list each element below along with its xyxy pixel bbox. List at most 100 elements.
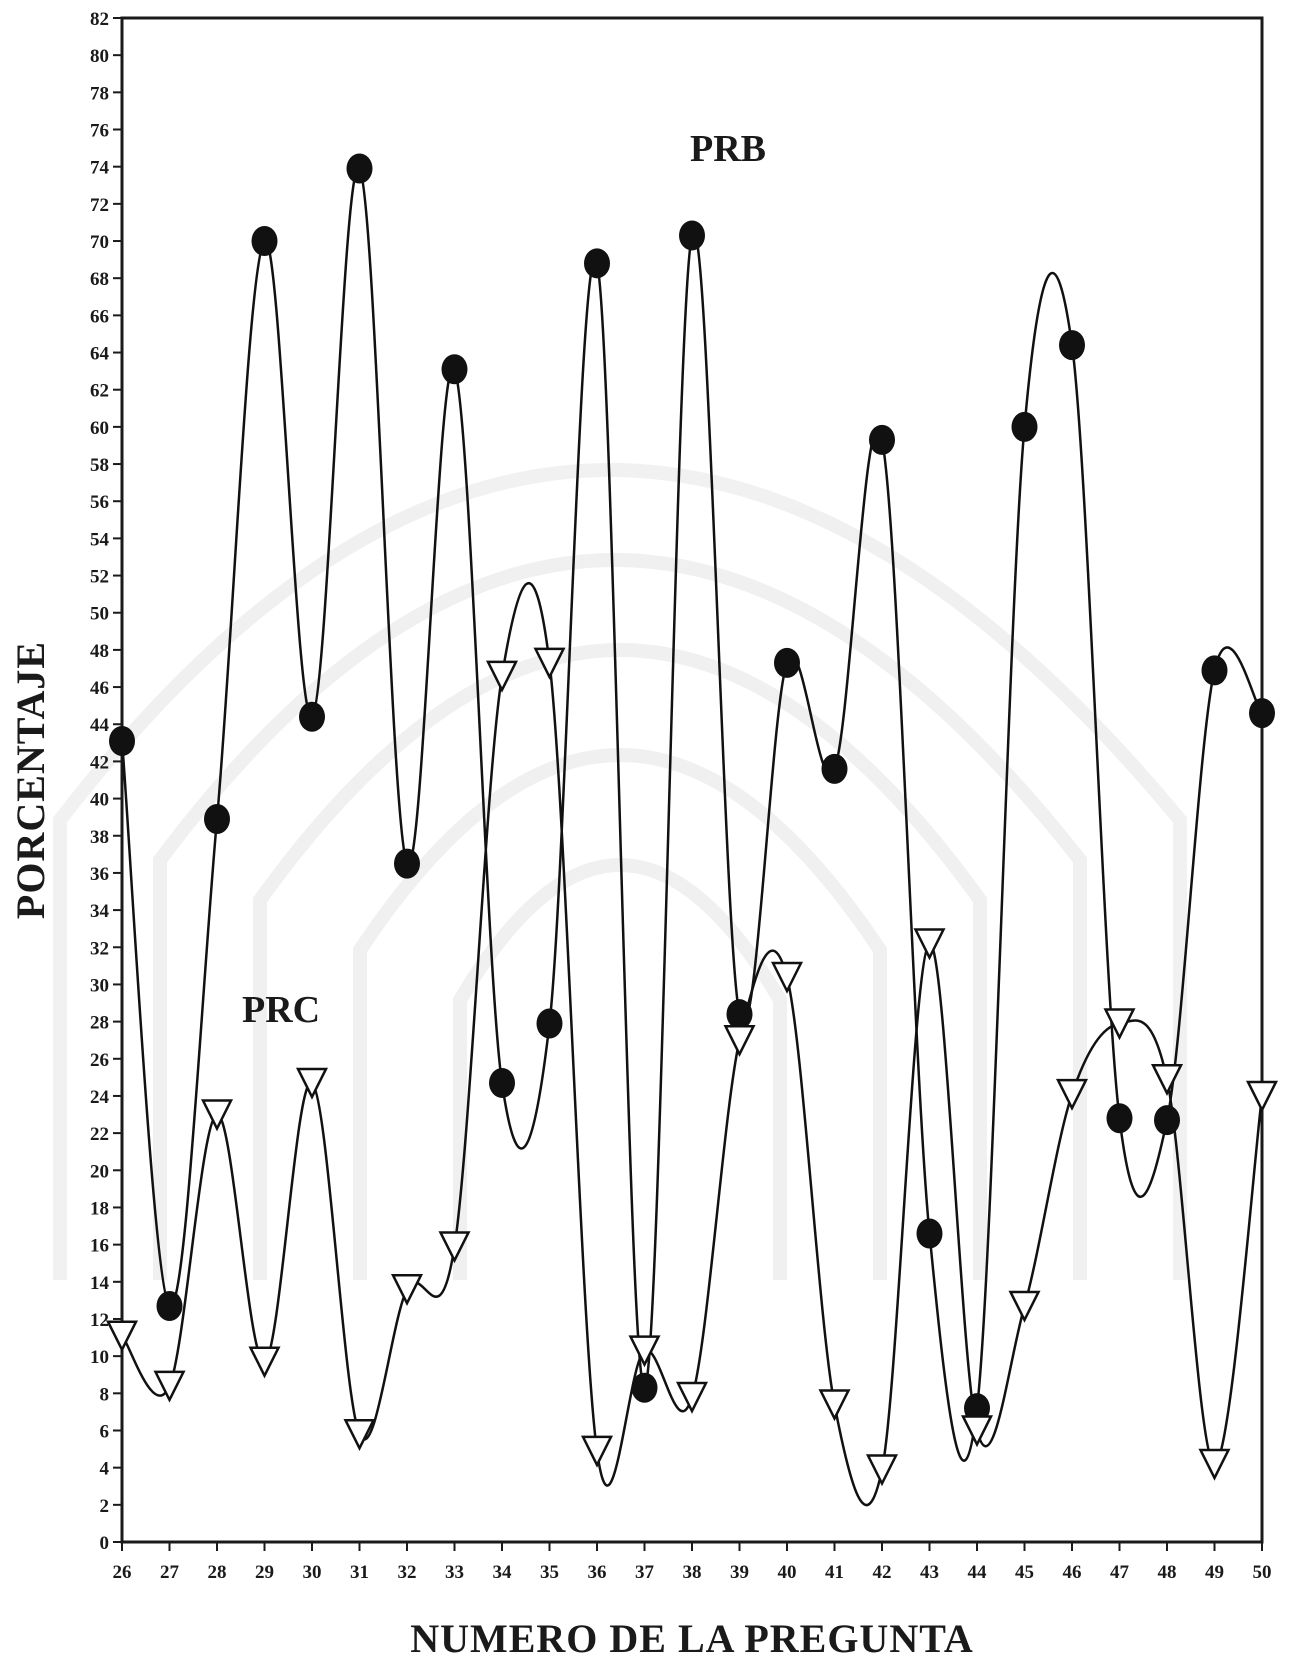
x-tick-label: 41: [825, 1562, 844, 1583]
data-point-prb: [1059, 330, 1085, 361]
x-tick-label: 28: [208, 1562, 227, 1583]
y-tick-label: 54: [90, 529, 110, 550]
y-tick-label: 50: [90, 604, 109, 625]
data-point-prc: [200, 1099, 234, 1132]
x-tick-label: 49: [1205, 1562, 1224, 1583]
data-point-prb: [251, 226, 278, 257]
y-tick-label: 78: [90, 83, 109, 104]
x-tick-label: 40: [778, 1562, 797, 1583]
data-point-prb: [441, 354, 468, 385]
data-point-prc: [913, 928, 946, 961]
x-tick-label: 43: [920, 1562, 939, 1583]
y-tick-label: 14: [90, 1273, 110, 1294]
y-tick-label: 34: [90, 901, 110, 922]
x-tick-label: 35: [540, 1562, 559, 1583]
series-line-prb: [120, 167, 1264, 1462]
y-tick-label: 64: [90, 344, 110, 365]
data-point-prc: [770, 961, 804, 994]
x-tick-label: 48: [1158, 1562, 1177, 1583]
y-tick-label: 70: [90, 232, 109, 253]
y-tick-label: 16: [90, 1236, 109, 1257]
series-line-prc: [120, 582, 1264, 1507]
data-point-prc: [1150, 1063, 1184, 1097]
data-point-prb: [1011, 411, 1038, 442]
data-point-prc: [818, 1389, 851, 1422]
y-axis: 0246810121416182022242628303234363840424…: [90, 9, 122, 1554]
x-tick-label: 30: [303, 1562, 322, 1583]
y-tick-label: 72: [90, 195, 109, 216]
data-point-prc: [248, 1346, 281, 1379]
y-tick-label: 26: [90, 1050, 109, 1071]
y-tick-label: 24: [90, 1087, 110, 1108]
y-tick-label: 2: [100, 1496, 110, 1517]
data-point-prc: [675, 1381, 709, 1414]
x-tick-label: 31: [350, 1562, 369, 1583]
data-point-prb: [489, 1067, 515, 1098]
x-tick-label: 44: [968, 1562, 988, 1583]
data-point-prc: [1008, 1290, 1041, 1323]
data-point-prc: [960, 1415, 994, 1448]
data-point-prb: [869, 424, 895, 455]
y-tick-label: 82: [90, 9, 109, 30]
x-tick-label: 37: [635, 1562, 655, 1583]
x-tick-label: 39: [730, 1562, 749, 1583]
data-point-prb: [584, 248, 610, 279]
series-lines: [120, 167, 1264, 1507]
y-tick-label: 22: [90, 1124, 109, 1145]
data-point-prc: [580, 1435, 614, 1468]
y-tick-label: 18: [90, 1198, 109, 1219]
y-tick-label: 44: [90, 715, 110, 736]
x-tick-label: 50: [1253, 1562, 1272, 1583]
data-point-prb: [631, 1372, 658, 1403]
data-point-prc: [438, 1231, 471, 1264]
y-tick-label: 0: [100, 1533, 110, 1554]
data-point-prb: [536, 1008, 563, 1039]
y-tick-label: 28: [90, 1013, 109, 1034]
series-label-prc: PRC: [242, 989, 320, 1031]
y-tick-label: 76: [90, 121, 109, 142]
data-point-prb: [1154, 1105, 1180, 1136]
data-point-prc: [485, 660, 519, 693]
data-point-prc: [628, 1335, 661, 1368]
y-tick-label: 66: [90, 306, 109, 327]
data-point-prc: [1103, 1008, 1136, 1041]
y-tick-label: 12: [90, 1310, 109, 1331]
y-tick-label: 4: [100, 1459, 110, 1480]
data-point-prc: [533, 647, 566, 680]
y-tick-label: 6: [100, 1421, 110, 1442]
data-point-prb: [1249, 698, 1275, 729]
data-point-prb: [394, 848, 420, 879]
y-tick-label: 48: [90, 641, 109, 662]
data-point-prc: [295, 1067, 329, 1100]
x-tick-label: 34: [493, 1562, 513, 1583]
x-axis: 26 27 28 29 30 31 32 33 34 35 36 37 38 39 40 41 42 43 44 45…: [113, 1542, 1272, 1583]
x-tick-label: 46: [1063, 1562, 1082, 1583]
data-point-prc: [343, 1418, 376, 1451]
data-point-prb: [774, 647, 800, 678]
y-tick-label: 30: [90, 975, 109, 996]
data-point-prb: [299, 701, 325, 732]
data-point-prb: [346, 153, 373, 184]
y-tick-label: 60: [90, 418, 109, 439]
data-point-prb: [916, 1218, 943, 1249]
x-tick-label: 47: [1110, 1562, 1130, 1583]
y-tick-label: 74: [90, 158, 110, 179]
y-tick-label: 40: [90, 790, 109, 811]
y-tick-label: 10: [90, 1347, 109, 1368]
data-point-prc: [1055, 1078, 1089, 1111]
data-point-prb: [156, 1290, 183, 1321]
data-point-prc: [723, 1024, 756, 1057]
data-point-prc: [153, 1370, 186, 1403]
y-tick-label: 58: [90, 455, 109, 476]
y-tick-label: 42: [90, 752, 109, 773]
y-axis-title: PORCENTAJE: [8, 641, 53, 919]
data-point-prc: [105, 1320, 139, 1353]
watermark: [53, 463, 1187, 1280]
y-tick-label: 62: [90, 381, 109, 402]
y-tick-label: 32: [90, 938, 109, 959]
y-tick-label: 80: [90, 46, 109, 67]
y-tick-label: 38: [90, 827, 109, 848]
x-tick-label: 27: [160, 1562, 180, 1583]
y-tick-label: 68: [90, 269, 109, 290]
